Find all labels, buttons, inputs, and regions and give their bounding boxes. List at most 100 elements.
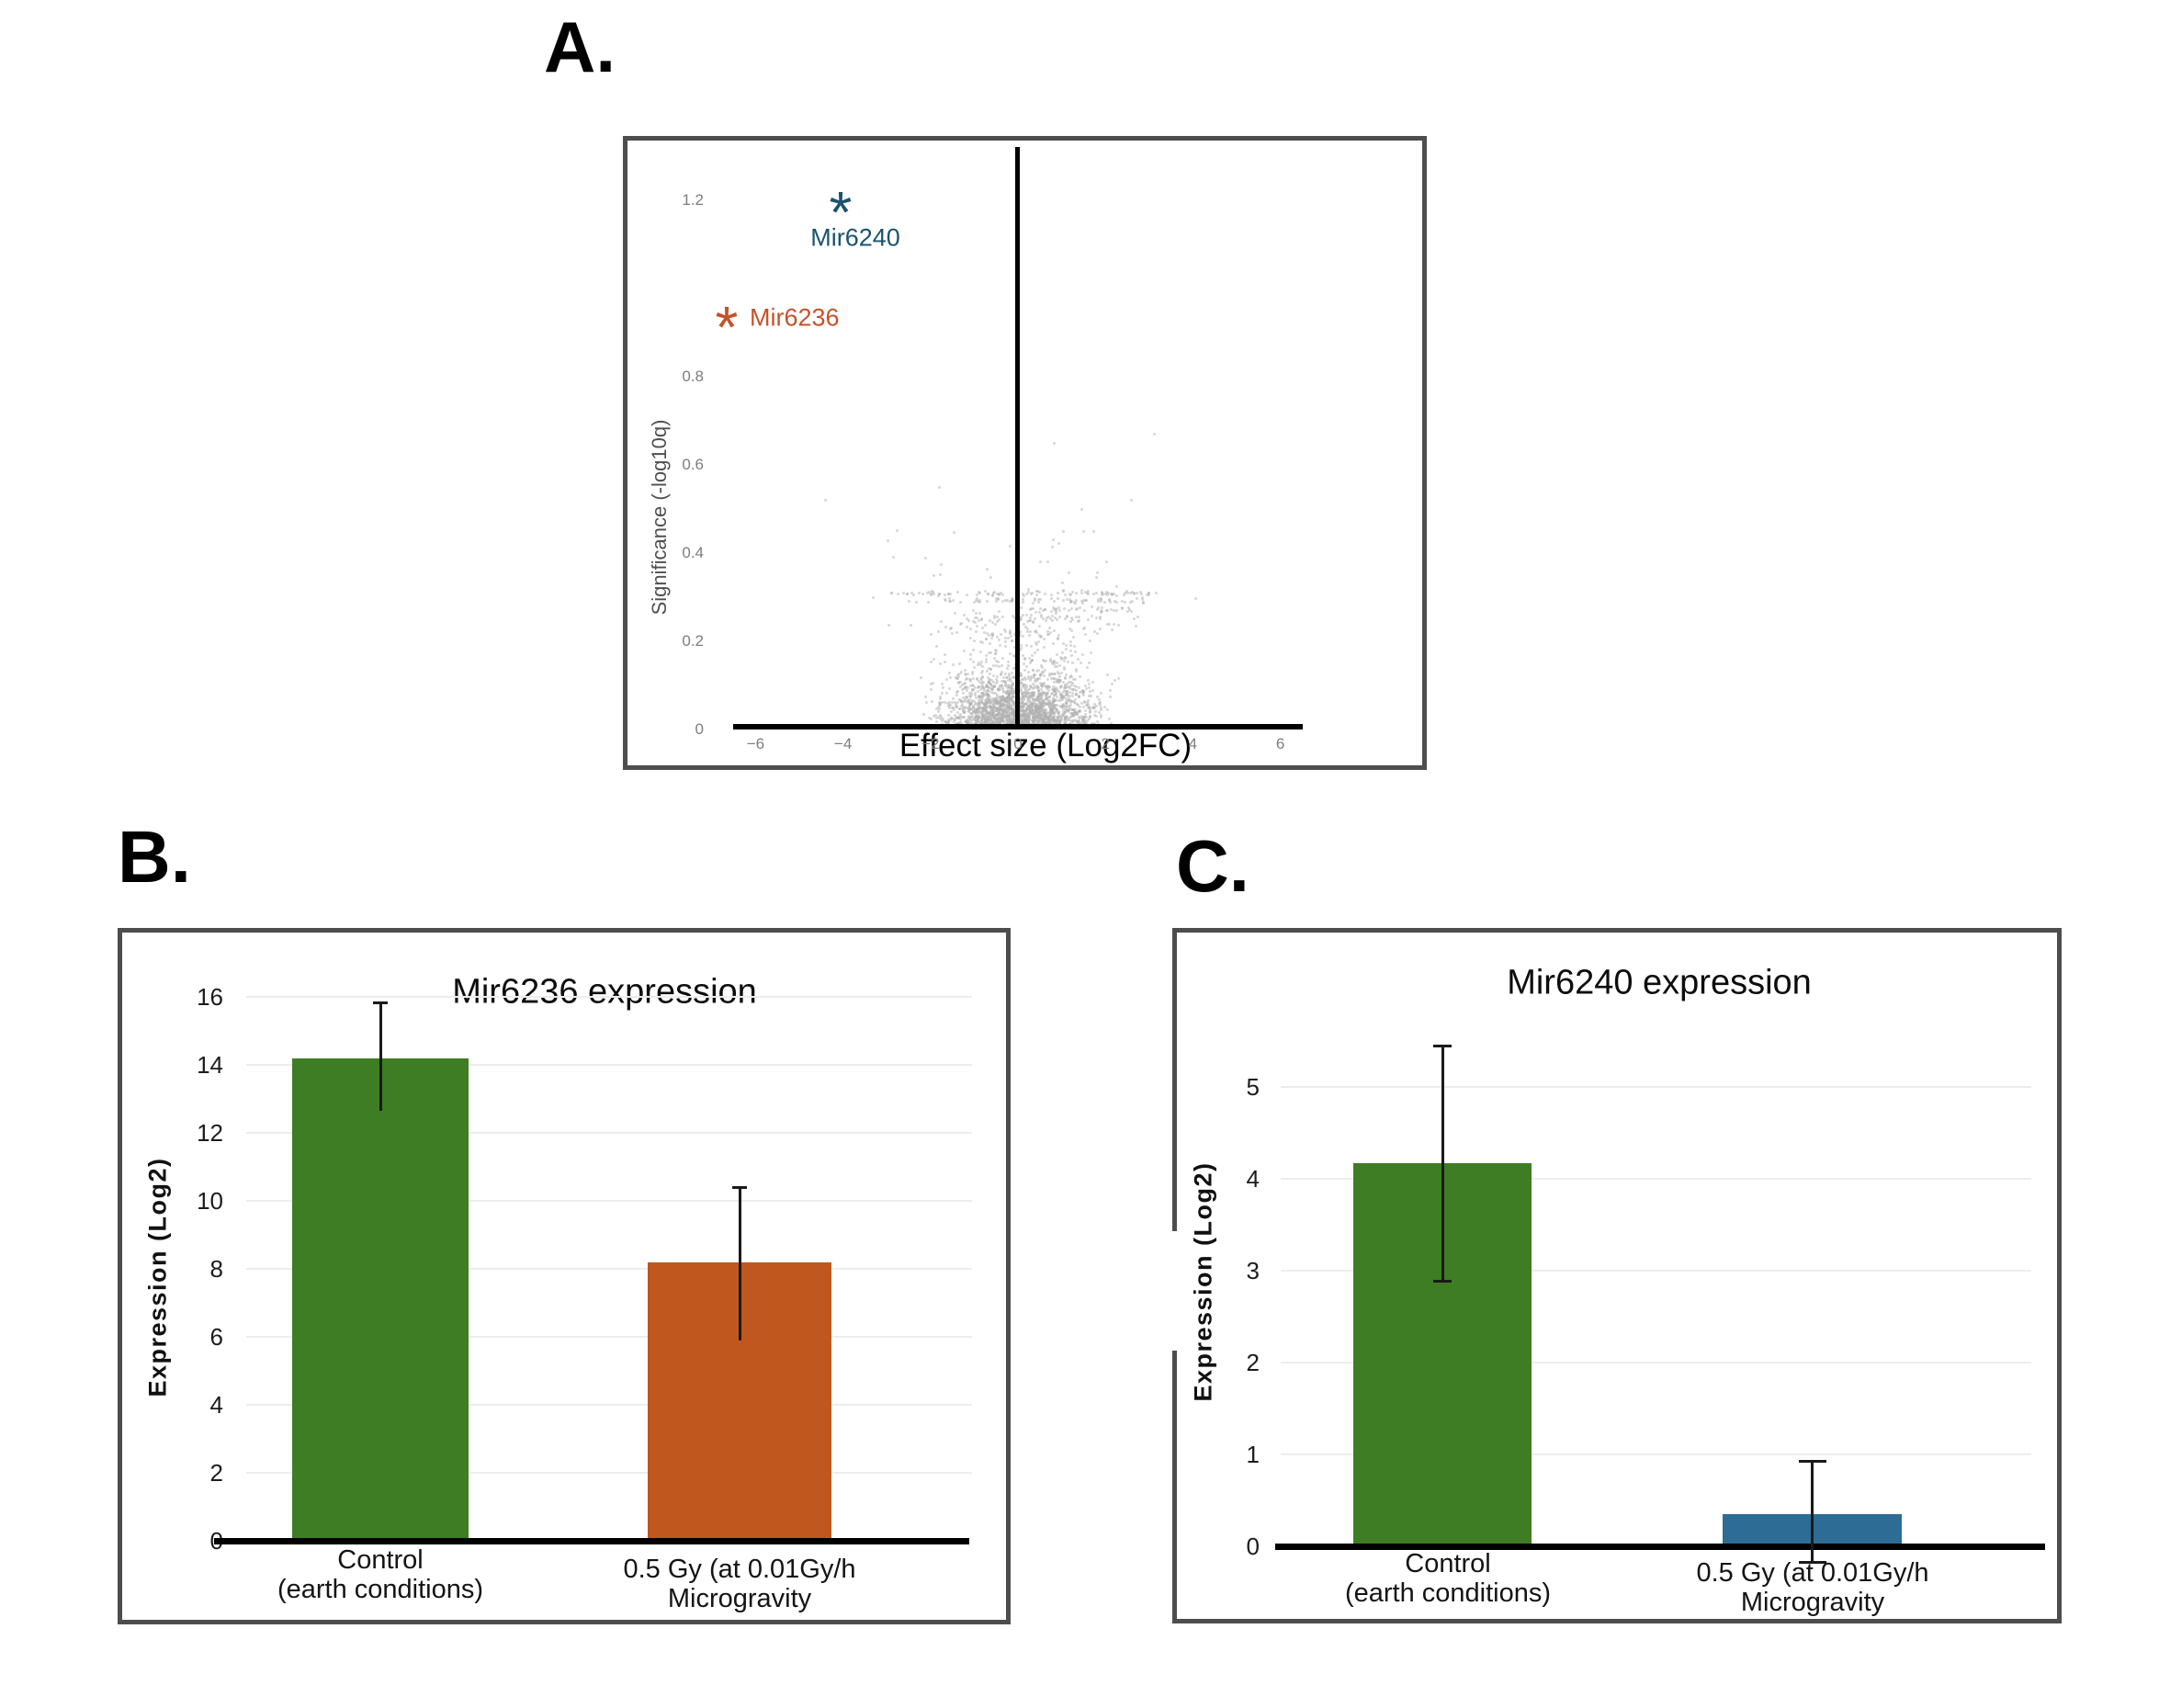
scatter-point bbox=[956, 681, 960, 684]
scatter-point bbox=[1058, 616, 1062, 619]
scatter-point bbox=[933, 657, 936, 661]
scatter-point bbox=[1099, 707, 1102, 711]
scatter-point bbox=[1021, 598, 1024, 602]
scatter-point bbox=[1045, 659, 1048, 662]
scatter-point bbox=[1023, 678, 1027, 681]
scatter-point bbox=[994, 659, 998, 662]
scatter-point bbox=[984, 714, 988, 718]
scatter-point bbox=[1048, 715, 1052, 718]
scatter-point bbox=[985, 632, 989, 636]
scatter-point bbox=[953, 708, 956, 712]
y-tick-label: 2 bbox=[1246, 1349, 1260, 1376]
scatter-point bbox=[1065, 647, 1068, 650]
mir6236-bar-plot-area: 0246810121416Control(earth conditions)0.… bbox=[118, 928, 1011, 1624]
scatter-point bbox=[949, 717, 953, 720]
scatter-point bbox=[958, 662, 962, 665]
scatter-point bbox=[1006, 676, 1010, 680]
scatter-point bbox=[995, 714, 999, 718]
scatter-point bbox=[1003, 640, 1007, 644]
scatter-point bbox=[1028, 608, 1032, 612]
scatter-point bbox=[1056, 592, 1059, 595]
scatter-point bbox=[1009, 718, 1012, 721]
scatter-point bbox=[991, 705, 995, 708]
scatter-point bbox=[962, 696, 966, 699]
scatter-point bbox=[945, 721, 949, 725]
scatter-point bbox=[1020, 617, 1023, 621]
scatter-point bbox=[972, 600, 976, 604]
scatter-point bbox=[938, 696, 942, 699]
scatter-point bbox=[998, 721, 1001, 725]
scatter-point bbox=[1113, 609, 1116, 613]
scatter-point bbox=[1063, 716, 1067, 719]
scatter-point bbox=[1030, 606, 1034, 610]
scatter-point bbox=[1037, 598, 1041, 602]
scatter-point bbox=[1084, 590, 1088, 594]
scatter-point bbox=[1047, 673, 1051, 676]
mir6240-bar-panel: 0 1 2 3 4 5 Control (earth conditions) 0.5 Gy (a… bbox=[1172, 928, 2062, 1623]
scatter-point bbox=[1074, 668, 1078, 672]
scatter-point bbox=[1052, 538, 1056, 542]
scatter-point bbox=[1003, 716, 1007, 719]
scatter-point bbox=[918, 592, 921, 595]
scatter-point bbox=[989, 712, 992, 716]
scatter-point bbox=[1047, 702, 1051, 706]
scatter-point bbox=[1006, 719, 1010, 723]
scatter-point bbox=[987, 694, 990, 697]
scatter-point bbox=[1046, 698, 1049, 702]
scatter-point bbox=[1000, 701, 1004, 705]
scatter-point bbox=[1023, 676, 1027, 680]
scatter-point bbox=[1091, 529, 1095, 533]
scatter-point bbox=[938, 718, 942, 721]
scatter-point bbox=[937, 485, 941, 489]
scatter-point bbox=[984, 721, 988, 725]
scatter-point bbox=[1067, 571, 1070, 574]
scatter-point bbox=[1029, 660, 1033, 663]
scatter-point bbox=[1055, 612, 1058, 616]
scatter-point bbox=[1003, 599, 1007, 602]
scatter-point bbox=[997, 718, 1000, 721]
scatter-point bbox=[1042, 691, 1046, 694]
scatter-point bbox=[1059, 672, 1063, 675]
scatter-point bbox=[966, 685, 969, 689]
scatter-point bbox=[1020, 693, 1023, 696]
scatter-point bbox=[990, 700, 994, 704]
scatter-point bbox=[1050, 609, 1054, 613]
scatter-point bbox=[1045, 684, 1048, 688]
scatter-point bbox=[1069, 600, 1072, 604]
scatter-point bbox=[1075, 599, 1079, 603]
scatter-point bbox=[1003, 630, 1007, 634]
scatter-point bbox=[1050, 703, 1054, 707]
scatter-point bbox=[1023, 721, 1027, 725]
scatter-point bbox=[994, 648, 998, 651]
scatter-point bbox=[993, 697, 997, 701]
scatter-point bbox=[1061, 657, 1065, 661]
scatter-point bbox=[978, 704, 982, 707]
scatter-point bbox=[1026, 720, 1030, 724]
scatter-point bbox=[1034, 686, 1038, 690]
bar-control bbox=[292, 1058, 469, 1541]
scatter-point bbox=[940, 683, 944, 686]
scatter-point bbox=[1019, 714, 1023, 718]
scatter-point bbox=[961, 684, 965, 687]
scatter-point bbox=[941, 719, 944, 723]
scatter-point bbox=[1039, 718, 1043, 721]
y-tick-label: 0 bbox=[1246, 1533, 1260, 1560]
scatter-point bbox=[1089, 695, 1092, 698]
scatter-point bbox=[1006, 663, 1010, 667]
scatter-point bbox=[1068, 694, 1071, 697]
scatter-point bbox=[1021, 720, 1024, 724]
scatter-point bbox=[1023, 696, 1027, 699]
y-tick-label: 5 bbox=[1246, 1073, 1260, 1101]
scatter-point bbox=[991, 718, 995, 721]
scatter-point bbox=[1075, 713, 1079, 717]
scatter-point bbox=[1064, 705, 1068, 708]
scatter-point bbox=[1081, 689, 1085, 693]
scatter-point bbox=[985, 567, 989, 571]
scatter-point bbox=[933, 714, 937, 718]
scatter-point bbox=[1028, 687, 1032, 691]
scatter-point bbox=[1115, 594, 1119, 597]
scatter-point bbox=[949, 718, 953, 722]
scatter-point bbox=[1068, 718, 1071, 721]
scatter-point bbox=[1023, 669, 1026, 673]
